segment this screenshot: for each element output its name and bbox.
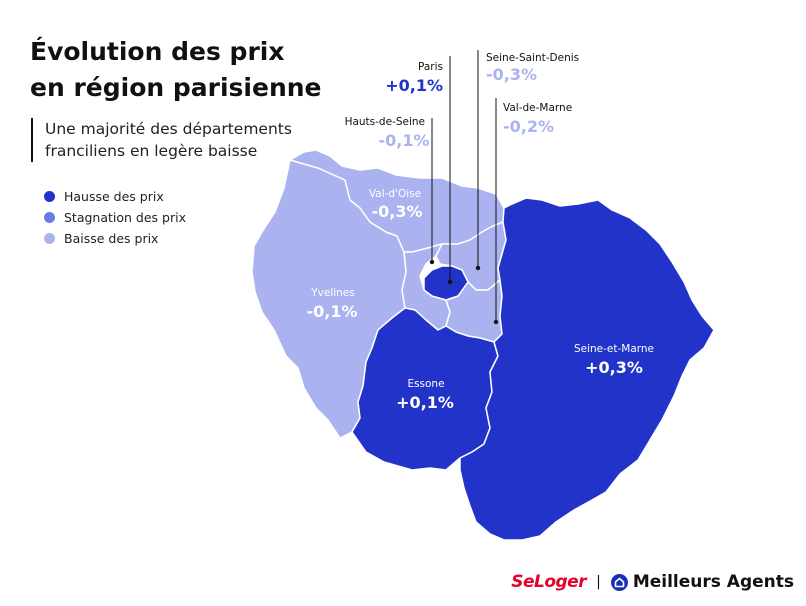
val-de-marne-callout-label: Val-de-Marne: [503, 102, 572, 114]
legend-item-baisse: Baisse des prix: [44, 228, 186, 249]
legend-label-hausse: Hausse des prix: [64, 189, 164, 204]
callout-dot-paris: [447, 279, 453, 285]
house-icon: [610, 573, 628, 591]
essone-value: +0,1%: [396, 393, 454, 412]
seine-et-marne-label: Seine-et-Marne: [574, 343, 654, 355]
meilleurs-agents-logo: Meilleurs Agents: [610, 572, 794, 592]
callout-dot-seine-saint-denis: [475, 265, 481, 271]
title-line-2: en région parisienne: [30, 73, 322, 102]
region-paris: [423, 265, 469, 301]
legend-label-stagnation: Stagnation des prix: [64, 210, 186, 225]
seine-et-marne-value: +0,3%: [585, 358, 643, 377]
legend-swatch-baisse: [44, 233, 55, 244]
legend-label-baisse: Baisse des prix: [64, 231, 159, 246]
callout-dots: [429, 259, 499, 325]
hauts-de-seine-callout-value: -0,1%: [378, 131, 429, 150]
subtitle-line-2: franciliens en legère baisse: [45, 142, 258, 160]
paris-callout-value: +0,1%: [385, 76, 443, 95]
callout-dot-hauts-de-seine: [429, 259, 435, 265]
val-d-oise-label: Val-d'Oise: [369, 188, 421, 200]
essone-label: Essone: [407, 378, 444, 390]
meilleurs-agents-text: Meilleurs Agents: [632, 572, 794, 592]
val-de-marne-callout-value: -0,2%: [503, 117, 554, 136]
legend-swatch-stagnation: [44, 212, 55, 223]
page-title: Évolution des prix en région parisienne: [30, 34, 350, 106]
val-d-oise-value: -0,3%: [371, 202, 422, 221]
legend-item-hausse: Hausse des prix: [44, 186, 186, 207]
legend-item-stagnation: Stagnation des prix: [44, 207, 186, 228]
seloger-logo: SeLoger: [511, 572, 587, 592]
legend: Hausse des prix Stagnation des prix Bais…: [44, 186, 186, 249]
seine-saint-denis-callout-value: -0,3%: [486, 65, 537, 84]
yvelines-value: -0,1%: [306, 302, 357, 321]
footer-logos: SeLoger | Meilleurs Agents: [511, 572, 794, 592]
legend-swatch-hausse: [44, 191, 55, 202]
region-seine-et-marne: [459, 197, 715, 541]
hauts-de-seine-callout-label: Hauts-de-Seine: [345, 116, 425, 128]
subtitle-block: Une majorité des départements francilien…: [31, 118, 335, 162]
subtitle-line-1: Une majorité des départements: [45, 120, 292, 138]
logo-separator: |: [596, 574, 601, 590]
yvelines-label: Yvelines: [310, 287, 355, 299]
callout-dot-val-de-marne: [493, 319, 499, 325]
callout-lines: [431, 50, 497, 322]
paris-callout-label: Paris: [418, 61, 443, 73]
seine-saint-denis-callout-label: Seine-Saint-Denis: [486, 52, 579, 64]
subtitle: Une majorité des départements francilien…: [45, 118, 335, 162]
title-line-1: Évolution des prix: [30, 37, 285, 66]
